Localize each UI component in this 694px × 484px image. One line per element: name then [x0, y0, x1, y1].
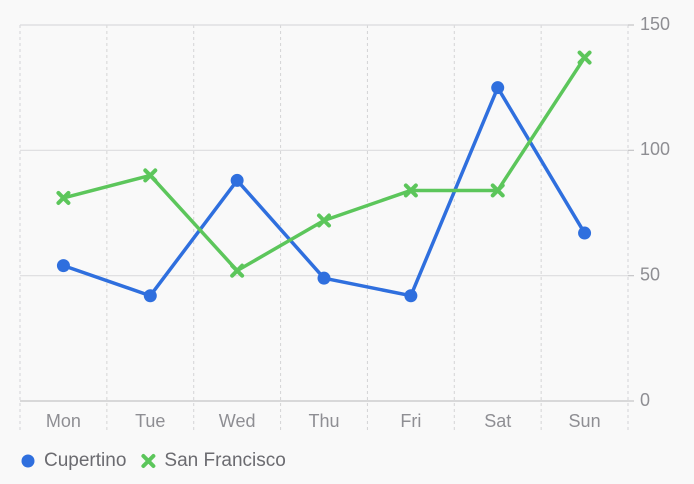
legend-label: San Francisco [164, 450, 285, 471]
x-tick-label: Sun [569, 411, 601, 431]
x-tick-label: Thu [308, 411, 339, 431]
series-line [62, 85, 587, 298]
x-tick-label: Wed [219, 411, 256, 431]
data-point [578, 226, 592, 240]
y-tick-label: 150 [640, 14, 670, 34]
y-tick-label: 100 [640, 139, 670, 159]
y-tick-label: 0 [640, 390, 650, 410]
data-point [230, 263, 245, 278]
data-point [317, 271, 331, 285]
x-tick-label: Tue [135, 411, 165, 431]
legend-symbol [21, 454, 35, 468]
data-point [56, 190, 71, 205]
data-point [317, 213, 331, 228]
data-point [143, 289, 157, 303]
series-line [62, 56, 587, 273]
data-point [490, 183, 505, 198]
x-tick-label: Mon [46, 411, 81, 431]
y-tick-label: 50 [640, 264, 660, 284]
legend-symbol [141, 454, 156, 468]
data-point [577, 50, 592, 65]
legend-label: Cupertino [44, 450, 126, 471]
data-point [143, 168, 158, 183]
data-point [491, 81, 505, 95]
x-tick-label: Fri [400, 411, 421, 431]
data-point [404, 289, 418, 303]
x-tick-label: Sat [484, 411, 511, 431]
data-point [230, 173, 244, 187]
data-point [403, 183, 418, 198]
data-point [56, 259, 70, 273]
